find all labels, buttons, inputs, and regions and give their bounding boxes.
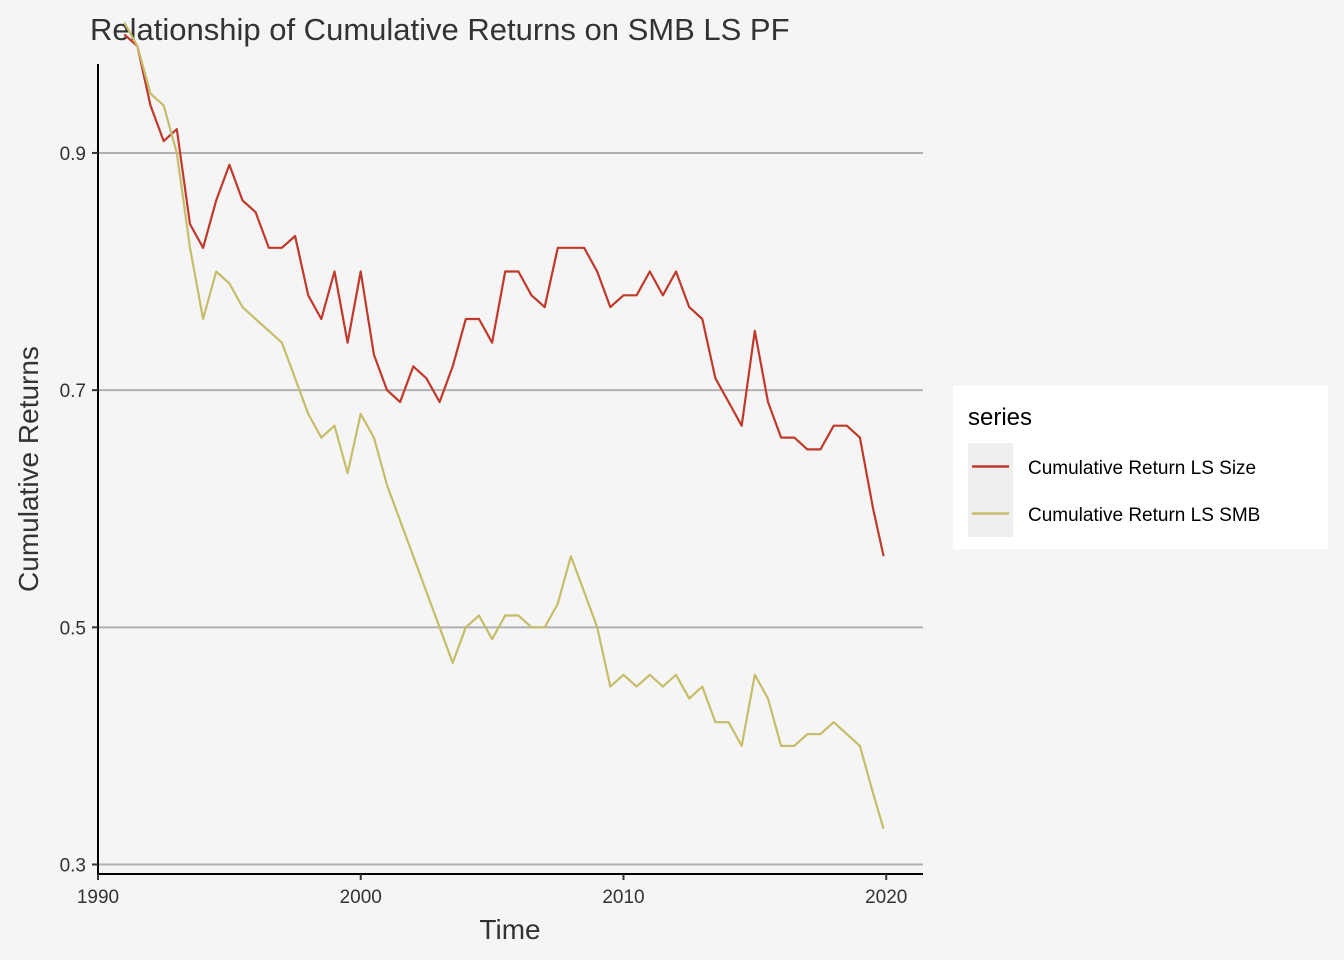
- chart-title: Relationship of Cumulative Returns on SM…: [90, 12, 790, 47]
- legend: series Cumulative Return LS SizeCumulati…: [953, 386, 1328, 549]
- legend-items: Cumulative Return LS Size Cumulative Retu…: [968, 443, 1260, 537]
- y-tick-label: 0.3: [60, 856, 86, 877]
- series-line: [123, 21, 885, 830]
- legend-title: series: [968, 404, 1032, 431]
- x-tick-label: 2020: [865, 887, 907, 908]
- x-tick-label: 1990: [77, 887, 119, 908]
- y-tick-label: 0.5: [60, 618, 86, 639]
- y-tick-label: 0.9: [60, 144, 86, 165]
- legend-label: Cumulative Return LS SMB: [1028, 505, 1260, 526]
- legend-box: [953, 386, 1328, 549]
- x-tick-label: 2000: [340, 887, 382, 908]
- legend-label: Cumulative Return LS Size: [1028, 458, 1256, 479]
- x-axis-label: Time: [479, 914, 540, 945]
- y-ticks: 0.3 0.5 0.7 0.9: [60, 144, 98, 877]
- x-ticks: 1990 2000 2010 2020: [77, 874, 907, 908]
- y-tick-label: 0.7: [60, 381, 86, 402]
- series-line: [123, 33, 885, 557]
- series-layer: [123, 21, 885, 830]
- x-tick-label: 2010: [602, 887, 644, 908]
- grid: [98, 151, 923, 866]
- y-axis-label: Cumulative Returns: [13, 346, 44, 592]
